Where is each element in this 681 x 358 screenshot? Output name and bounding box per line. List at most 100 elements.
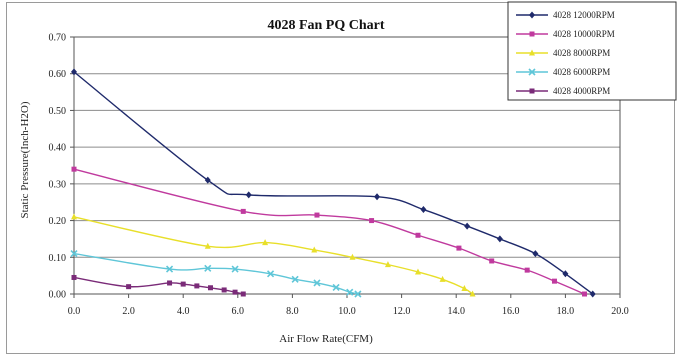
series-layer xyxy=(70,68,596,298)
y-tick-label: 0.00 xyxy=(49,290,67,301)
data-point xyxy=(346,288,354,296)
data-point xyxy=(240,291,246,297)
data-point xyxy=(354,290,362,298)
legend-marker xyxy=(529,49,535,56)
data-point xyxy=(266,270,275,278)
x-tick-label: 14.0 xyxy=(447,306,465,317)
y-tick-label: 0.10 xyxy=(49,253,67,264)
legend-marker xyxy=(529,88,535,94)
series-5 xyxy=(71,274,246,297)
data-point xyxy=(349,253,356,260)
data-point xyxy=(204,264,212,272)
data-point xyxy=(464,222,471,230)
x-tick-label: 10.0 xyxy=(338,306,356,317)
data-point xyxy=(71,213,77,220)
legend-label: 4028 6000RPM xyxy=(553,67,610,77)
legend-entry: 4028 12000RPM xyxy=(516,10,615,20)
data-point xyxy=(589,290,596,298)
data-point xyxy=(456,245,462,251)
series-1 xyxy=(71,68,596,298)
data-point xyxy=(489,258,495,264)
series-3 xyxy=(71,213,476,297)
y-tick-label: 0.70 xyxy=(49,33,67,44)
series-line xyxy=(73,216,473,295)
y-tick-label: 0.50 xyxy=(49,106,67,117)
x-tick-label: 0.0 xyxy=(68,306,81,317)
series-line xyxy=(73,252,359,295)
data-point xyxy=(231,265,239,273)
y-tick-label: 0.60 xyxy=(49,69,67,80)
data-point xyxy=(70,250,78,258)
legend-entry: 4028 10000RPM xyxy=(516,29,615,39)
data-point xyxy=(71,68,77,76)
y-tick-label: 0.40 xyxy=(49,143,67,154)
x-axis-title: Air Flow Rate(CFM) xyxy=(279,333,373,345)
data-point xyxy=(384,261,391,268)
x-tick-label: 20.0 xyxy=(611,306,629,317)
data-point xyxy=(71,274,77,280)
data-point xyxy=(167,280,173,286)
data-point xyxy=(439,275,446,282)
data-point xyxy=(311,246,318,253)
series-line xyxy=(73,71,594,295)
series-2 xyxy=(71,166,588,297)
legend-label: 4028 8000RPM xyxy=(553,48,610,58)
y-axis-title: Static Pressure(Inch-H2O) xyxy=(19,101,31,218)
data-point xyxy=(262,239,269,246)
legend-marker xyxy=(528,68,536,76)
x-axis-ticks: 0.0 2.0 4.0 6.0 8.0 10.0 12.0 14.0 16.0 18.0 20.0 xyxy=(68,294,629,317)
x-tick-label: 6.0 xyxy=(232,306,245,317)
series-4 xyxy=(70,250,362,298)
data-point xyxy=(496,235,503,243)
legend-label: 4028 4000RPM xyxy=(553,86,610,96)
data-point xyxy=(469,290,476,297)
legend-entry: 4028 8000RPM xyxy=(516,48,610,58)
legend-marker xyxy=(529,31,535,37)
data-point xyxy=(221,287,227,293)
x-tick-label: 8.0 xyxy=(286,306,299,317)
data-point xyxy=(204,176,211,184)
y-tick-label: 0.20 xyxy=(49,216,67,227)
x-tick-label: 16.0 xyxy=(502,306,520,317)
data-point xyxy=(551,278,557,284)
data-point xyxy=(420,206,427,214)
data-point xyxy=(165,265,174,273)
legend-entry: 4028 4000RPM xyxy=(516,86,610,96)
data-point xyxy=(204,242,211,249)
data-point xyxy=(232,289,238,295)
x-tick-label: 4.0 xyxy=(177,306,190,317)
series-line xyxy=(73,168,585,295)
data-point xyxy=(126,284,132,290)
data-point xyxy=(524,267,530,273)
x-tick-label: 2.0 xyxy=(122,306,135,317)
legend-entry: 4028 6000RPM xyxy=(516,67,610,77)
y-tick-label: 0.30 xyxy=(49,179,67,190)
data-point xyxy=(208,285,213,291)
x-tick-label: 18.0 xyxy=(557,306,575,317)
data-point xyxy=(562,270,569,278)
data-point xyxy=(461,284,468,291)
data-point xyxy=(414,268,421,275)
data-point xyxy=(532,250,539,258)
data-point xyxy=(369,218,375,224)
legend-label: 4028 12000RPM xyxy=(553,10,615,20)
legend-marker xyxy=(529,11,535,19)
data-point xyxy=(314,212,320,218)
y-axis-ticks: 0.00 0.10 0.20 0.30 0.40 0.50 0.60 0.70 xyxy=(49,33,74,301)
data-point xyxy=(313,279,321,287)
legend-box xyxy=(507,1,677,101)
data-point xyxy=(582,291,588,297)
data-point xyxy=(245,191,252,199)
data-point xyxy=(415,232,421,238)
data-point xyxy=(180,281,186,287)
data-point xyxy=(194,283,200,289)
data-point xyxy=(291,275,299,283)
chart-title: 4028 Fan PQ Chart xyxy=(267,18,384,33)
data-point xyxy=(71,166,77,172)
series-line xyxy=(73,276,244,295)
x-tick-label: 12.0 xyxy=(393,306,411,317)
data-point xyxy=(374,193,381,201)
legend-label: 4028 10000RPM xyxy=(553,29,615,39)
data-point xyxy=(240,208,246,214)
